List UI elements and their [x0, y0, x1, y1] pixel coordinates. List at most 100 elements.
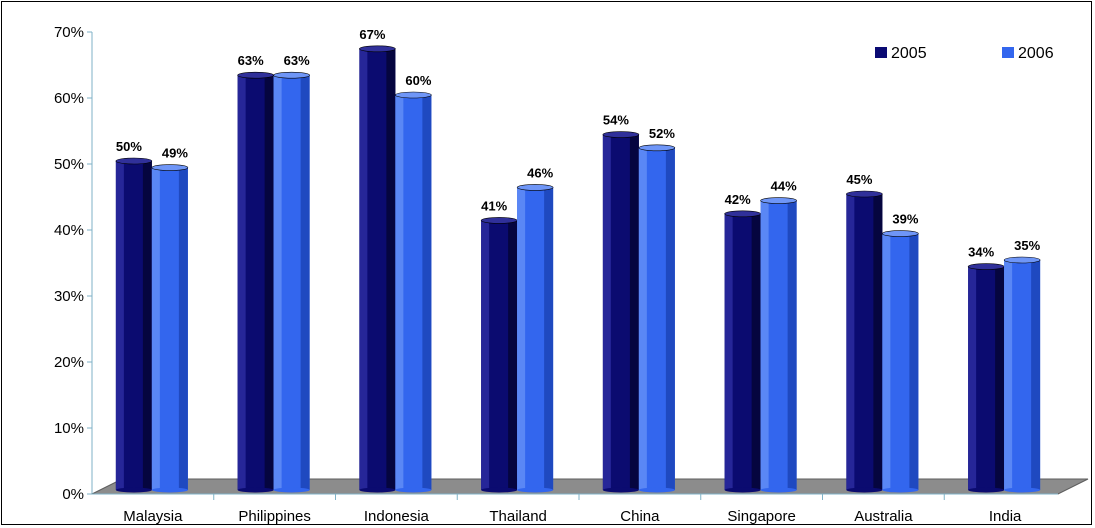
- bar-shadow: [995, 266, 1005, 490]
- bar-highlight: [481, 220, 490, 490]
- bar-top: [967, 263, 1005, 270]
- y-axis: 0% 10% 20% 30% 40% 50% 60% 70%: [54, 24, 93, 503]
- bar-base: [724, 487, 761, 493]
- bar-highlight: [395, 95, 404, 490]
- x-tick-label: China: [620, 508, 660, 525]
- bar-shadow: [665, 147, 675, 491]
- legend-label-2005: 2005: [891, 45, 927, 62]
- data-label-2006-india: 35%: [1014, 238, 1040, 253]
- bar-base: [882, 487, 919, 493]
- legend-swatch-2005: [875, 47, 887, 58]
- bar-base: [237, 487, 274, 493]
- data-label-2006-australia: 39%: [892, 212, 918, 227]
- bar-shadow: [751, 213, 761, 491]
- x-tick-label: Malaysia: [123, 508, 183, 525]
- bar-shadow: [142, 161, 152, 490]
- bar-base: [395, 487, 432, 493]
- y-tick-label: 20%: [54, 354, 84, 371]
- y-tick-label: 40%: [54, 222, 84, 239]
- bar-top: [480, 217, 518, 224]
- bar-shadow: [386, 48, 396, 491]
- data-label-2005-china: 54%: [603, 113, 629, 128]
- bar-top: [1003, 256, 1041, 264]
- bar-highlight: [846, 194, 855, 490]
- bar-highlight: [273, 75, 282, 490]
- bar-base: [602, 487, 639, 493]
- bars: [115, 45, 1041, 493]
- data-label-2005-malaysia: 50%: [116, 139, 142, 154]
- data-label-2006-indonesia: 60%: [405, 73, 431, 88]
- x-tick-label: Singapore: [727, 508, 795, 525]
- data-label-2005-philippines: 63%: [238, 53, 264, 68]
- bar-base: [481, 487, 518, 493]
- bar-base: [359, 487, 396, 493]
- bar-shadow: [508, 220, 518, 490]
- y-tick-label: 30%: [54, 288, 84, 305]
- y-tick-label: 70%: [54, 24, 84, 41]
- bar-top: [882, 230, 919, 237]
- data-label-2006-malaysia: 49%: [162, 146, 188, 161]
- bar-top: [273, 71, 310, 79]
- x-tick-label: Thailand: [489, 508, 547, 525]
- bar-highlight: [638, 147, 647, 491]
- bar-shadow: [178, 167, 188, 490]
- bar-top: [846, 190, 883, 198]
- bar-shadow: [544, 187, 554, 490]
- bar-top: [359, 45, 396, 53]
- chart-floor: [91, 478, 1089, 495]
- data-label-2006-thailand: 46%: [527, 165, 553, 180]
- x-tick-label: Philippines: [238, 508, 311, 525]
- bar-shadow: [629, 134, 639, 490]
- bar-base: [846, 487, 883, 493]
- data-label-2006-singapore: 44%: [771, 179, 797, 194]
- bar-top: [602, 131, 640, 138]
- bar-top: [151, 164, 189, 171]
- bar-top: [724, 210, 761, 218]
- bar-highlight: [115, 161, 124, 490]
- bar-shadow: [873, 194, 883, 490]
- bar-base: [115, 487, 152, 493]
- bar-base: [968, 487, 1005, 493]
- data-label-2005-australia: 45%: [846, 172, 872, 187]
- bar-shadow: [300, 75, 310, 490]
- bar-shadow: [787, 200, 797, 490]
- bar-highlight: [882, 233, 891, 490]
- bar-top: [760, 197, 797, 204]
- x-tick-label: Indonesia: [364, 508, 430, 525]
- legend-label-2006: 2006: [1018, 45, 1054, 62]
- bar-top: [395, 91, 432, 99]
- bar-highlight: [724, 213, 733, 491]
- bar-highlight: [237, 75, 246, 490]
- x-tick-label: Australia: [854, 508, 913, 525]
- bar-highlight: [359, 48, 368, 491]
- bar-top: [516, 184, 554, 191]
- data-label-2006-philippines: 63%: [284, 53, 310, 68]
- bar-highlight: [968, 266, 977, 490]
- y-tick-label: 50%: [54, 156, 84, 173]
- bar-base: [638, 487, 675, 493]
- data-label-2005-india: 34%: [968, 245, 994, 260]
- data-label-2005-thailand: 41%: [481, 198, 507, 213]
- data-label-2005-singapore: 42%: [725, 192, 751, 207]
- data-label-2006-china: 52%: [649, 126, 675, 141]
- data-label-2005-indonesia: 67%: [359, 27, 385, 42]
- bar-shadow: [422, 95, 432, 490]
- bar-top: [638, 144, 676, 152]
- bar-shadow: [1031, 260, 1041, 490]
- y-tick-label: 60%: [54, 90, 84, 107]
- data-labels: 50% 63% 67% 41% 54% 42% 45% 34% 49% 63% 60% 46% 52% 4…: [116, 27, 1041, 260]
- x-axis-labels: Malaysia Philippines Indonesia Thailand Chin…: [123, 494, 1022, 525]
- y-tick-label: 10%: [54, 420, 84, 437]
- bar-highlight: [760, 200, 769, 490]
- bar-base: [1004, 487, 1041, 493]
- bar-highlight: [602, 134, 611, 490]
- bar-highlight: [151, 167, 160, 490]
- x-tick-label: India: [989, 508, 1022, 525]
- bar-top: [237, 71, 274, 79]
- bar-base: [273, 487, 310, 493]
- bar-top: [115, 157, 153, 165]
- bar-highlight: [1004, 260, 1013, 490]
- bar-shadow: [264, 75, 274, 490]
